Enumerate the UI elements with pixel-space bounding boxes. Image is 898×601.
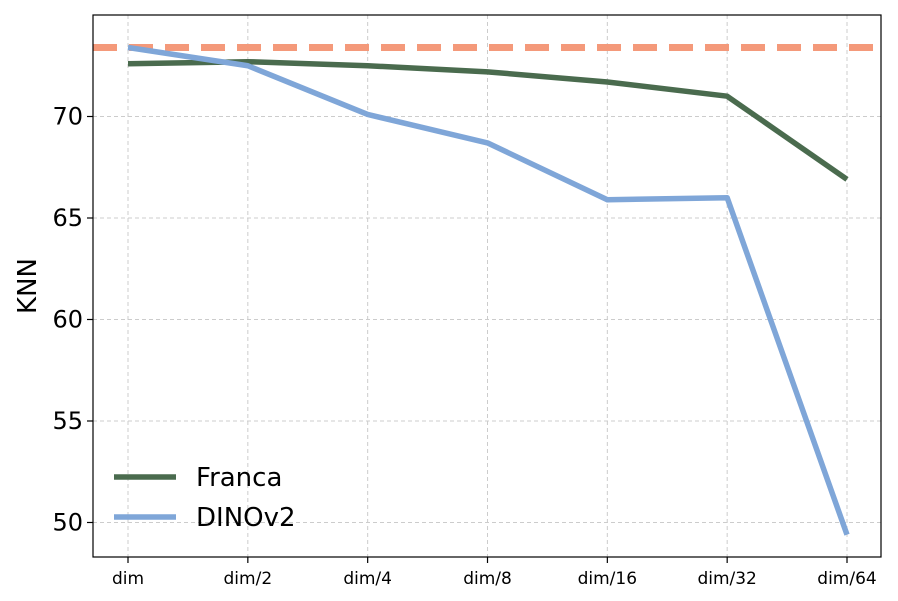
grid: [93, 15, 881, 557]
x-tick-label: dim/8: [463, 569, 512, 589]
y-axis-title: KNN: [13, 258, 43, 314]
series-line-franca: [127, 58, 849, 182]
y-tick-label: 60: [52, 305, 83, 333]
series-group: [127, 44, 850, 536]
y-tick-label: 70: [52, 102, 83, 130]
y-tick-label: 50: [52, 508, 83, 536]
x-tick-label: dim: [112, 569, 144, 589]
legend-label: DINOv2: [196, 503, 296, 533]
series-line-dinov2: [127, 44, 850, 536]
x-tick-label: dim/2: [224, 569, 273, 589]
x-tick-label: dim/32: [697, 569, 756, 589]
x-tick-label: dim/16: [578, 569, 637, 589]
x-tick-label: dim/64: [817, 569, 876, 589]
y-ticks: 50 55 60 65 70: [52, 102, 93, 536]
legend-label: Franca: [196, 463, 282, 493]
y-tick-label: 55: [52, 407, 83, 435]
y-tick-label: 65: [52, 204, 83, 232]
x-tick-label: dim/4: [343, 569, 392, 589]
legend: Franca DINOv2: [114, 463, 296, 533]
x-ticks: dim dim/2 dim/4 dim/8 dim/16 dim/32 dim/64: [112, 557, 877, 589]
